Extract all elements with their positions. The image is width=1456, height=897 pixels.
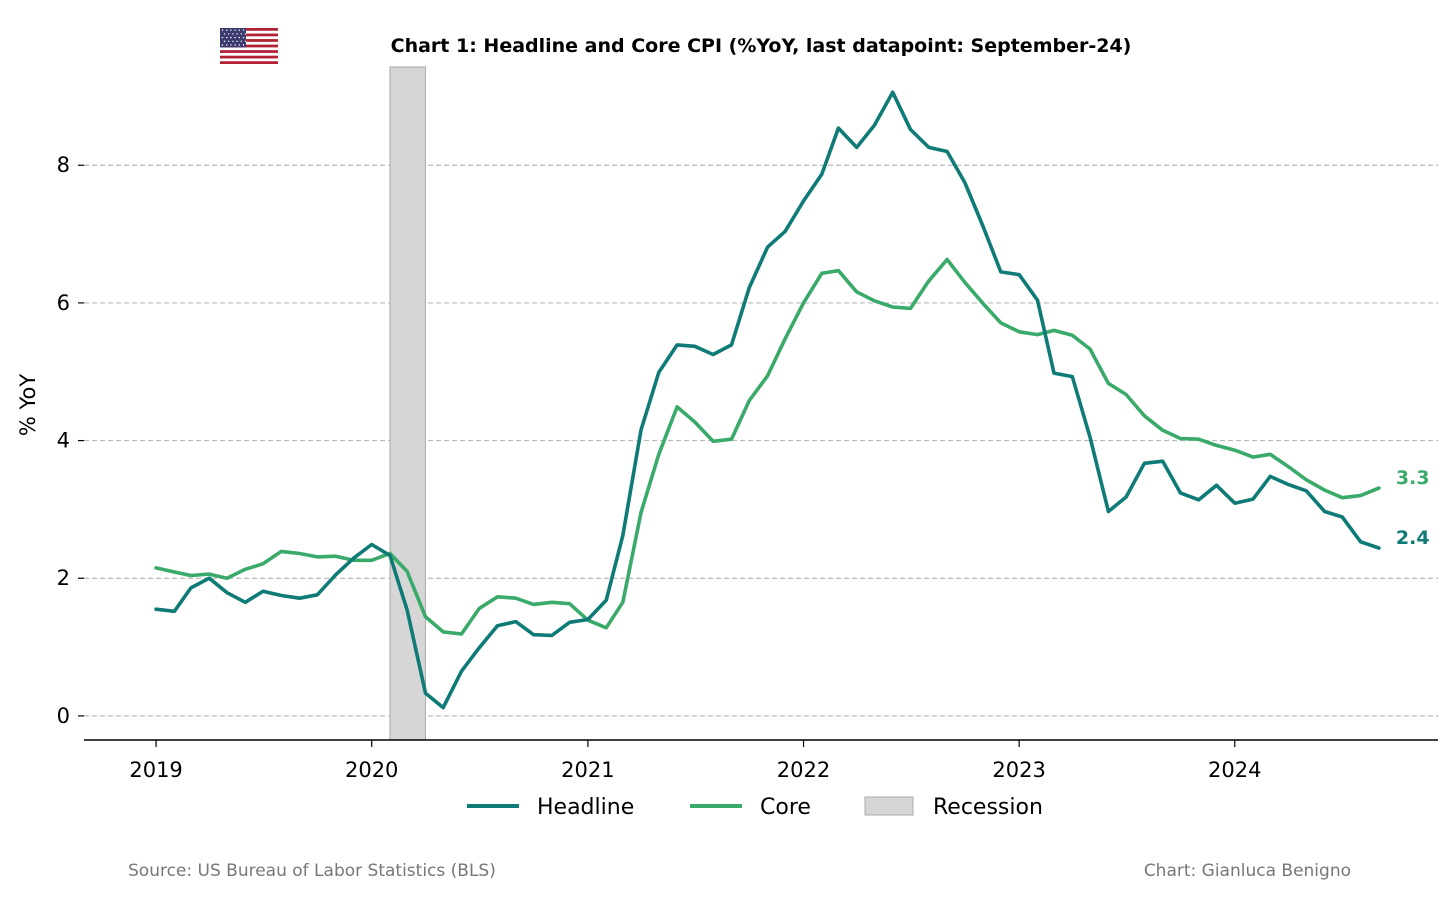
x-tick-label: 2021 xyxy=(561,758,614,782)
y-tick-label: 0 xyxy=(57,704,70,728)
legend-label-headline: Headline xyxy=(537,795,634,820)
legend-item-recession[interactable]: Recession xyxy=(864,795,1043,820)
series-lines xyxy=(154,90,1381,710)
axes: 0 2 4 6 8 2019 2020 2021 2022 2023 2024 xyxy=(57,153,1438,782)
x-tick-label: 2020 xyxy=(345,758,398,782)
x-tick-label: 2019 xyxy=(129,758,182,782)
y-tick-label: 8 xyxy=(57,153,70,177)
recession-band xyxy=(389,66,426,741)
end-label-core: 3.3 xyxy=(1396,467,1430,489)
shaded-regions xyxy=(389,66,426,741)
legend-item-core[interactable]: Core xyxy=(690,795,811,820)
y-axis-label: % YoY xyxy=(16,374,40,437)
source-note: Source: US Bureau of Labor Statistics (B… xyxy=(128,861,496,881)
y-tick-label: 2 xyxy=(57,566,70,590)
chart-credit: Chart: Gianluca Benigno xyxy=(1144,861,1351,881)
x-tick-label: 2024 xyxy=(1208,758,1261,782)
y-tick-label: 4 xyxy=(57,429,70,453)
legend-label-core: Core xyxy=(760,795,811,820)
us-flag-icon xyxy=(220,28,278,64)
legend-label-recession: Recession xyxy=(933,795,1043,820)
end-labels: 3.3 2.4 xyxy=(1396,467,1430,549)
legend: Headline Core Recession xyxy=(467,795,1043,820)
y-tick-label: 6 xyxy=(57,291,70,315)
series-line-headline xyxy=(154,90,1381,710)
x-tick-label: 2022 xyxy=(777,758,830,782)
x-tick-label: 2023 xyxy=(992,758,1045,782)
series-line-core xyxy=(154,257,1381,636)
legend-item-headline[interactable]: Headline xyxy=(467,795,634,820)
end-label-headline: 2.4 xyxy=(1396,527,1430,549)
chart-title: Chart 1: Headline and Core CPI (%YoY, la… xyxy=(391,35,1132,57)
gridlines xyxy=(84,164,1438,717)
